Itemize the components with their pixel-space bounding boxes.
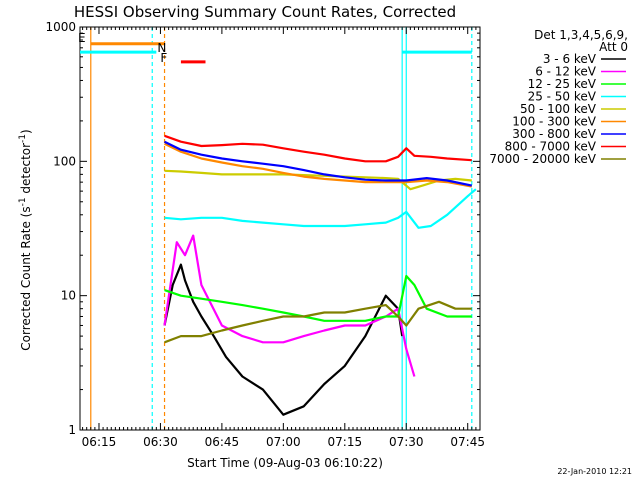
legend-label-3-6-kev: 3 - 6 keV xyxy=(543,52,597,66)
legend-header: Det 1,3,4,5,6,9, xyxy=(534,28,628,42)
flag-e-label: E xyxy=(78,31,86,45)
flag-f-label: F xyxy=(160,51,167,65)
legend-label-7000-20000-kev: 7000 - 20000 keV xyxy=(489,152,596,166)
series-line-100-300-kev xyxy=(164,142,472,188)
series-line-800-7000-kev xyxy=(164,134,472,163)
x-axis: 06:15 06:30 06:45 07:00 07:15 07:30 07:45 xyxy=(82,27,485,449)
y-tick-label: 100 xyxy=(53,154,76,168)
x-tick-label: 07:15 xyxy=(328,435,363,449)
annotation-vlines xyxy=(90,27,473,430)
y-axis: 1 10 100 1000 xyxy=(45,20,480,437)
series-line-3-6-kev xyxy=(163,263,404,416)
y-tick-label: 1000 xyxy=(45,20,76,34)
legend-label-25-50-kev: 25 - 50 keV xyxy=(528,90,597,104)
legend-label-50-100-kev: 50 - 100 keV xyxy=(520,102,597,116)
legend-label-12-25-kev: 12 - 25 keV xyxy=(528,77,597,91)
series-group xyxy=(163,134,477,416)
y-tick-label: 10 xyxy=(61,289,76,303)
y-axis-label: Corrected Count Rate (s-1 detector-1) xyxy=(18,129,33,350)
legend-label-800-7000-kev: 800 - 7000 keV xyxy=(505,140,597,154)
x-tick-label: 07:00 xyxy=(266,435,301,449)
x-tick-label: 06:45 xyxy=(205,435,240,449)
series-line-12-25-kev xyxy=(164,274,472,322)
x-axis-label: Start Time (09-Aug-03 06:10:22) xyxy=(187,456,383,470)
series-line-300-800-kev xyxy=(164,140,473,187)
legend-label-300-800-kev: 300 - 800 keV xyxy=(512,127,596,141)
series-line-6-12-kev xyxy=(163,234,416,377)
series-line-25-50-kev xyxy=(164,188,477,229)
legend-label-100-300-kev: 100 - 300 keV xyxy=(512,115,596,129)
x-tick-label: 06:30 xyxy=(143,435,178,449)
x-tick-label: 06:15 xyxy=(82,435,117,449)
footer-date: 22-Jan-2010 12:21 xyxy=(557,467,632,476)
x-tick-label: 07:45 xyxy=(450,435,485,449)
x-tick-label: 07:30 xyxy=(389,435,424,449)
series-line-7000-20000-kev xyxy=(164,300,472,344)
y-tick-label: 1 xyxy=(68,423,76,437)
flag-n-label: N xyxy=(157,41,166,55)
chart-title: HESSI Observing Summary Count Rates, Cor… xyxy=(74,3,456,21)
legend-subheader: Att 0 xyxy=(599,40,628,54)
annotation-bars: E NF xyxy=(78,31,472,65)
plot-frame xyxy=(79,26,481,431)
legend-label-6-12-kev: 6 - 12 keV xyxy=(535,65,597,79)
